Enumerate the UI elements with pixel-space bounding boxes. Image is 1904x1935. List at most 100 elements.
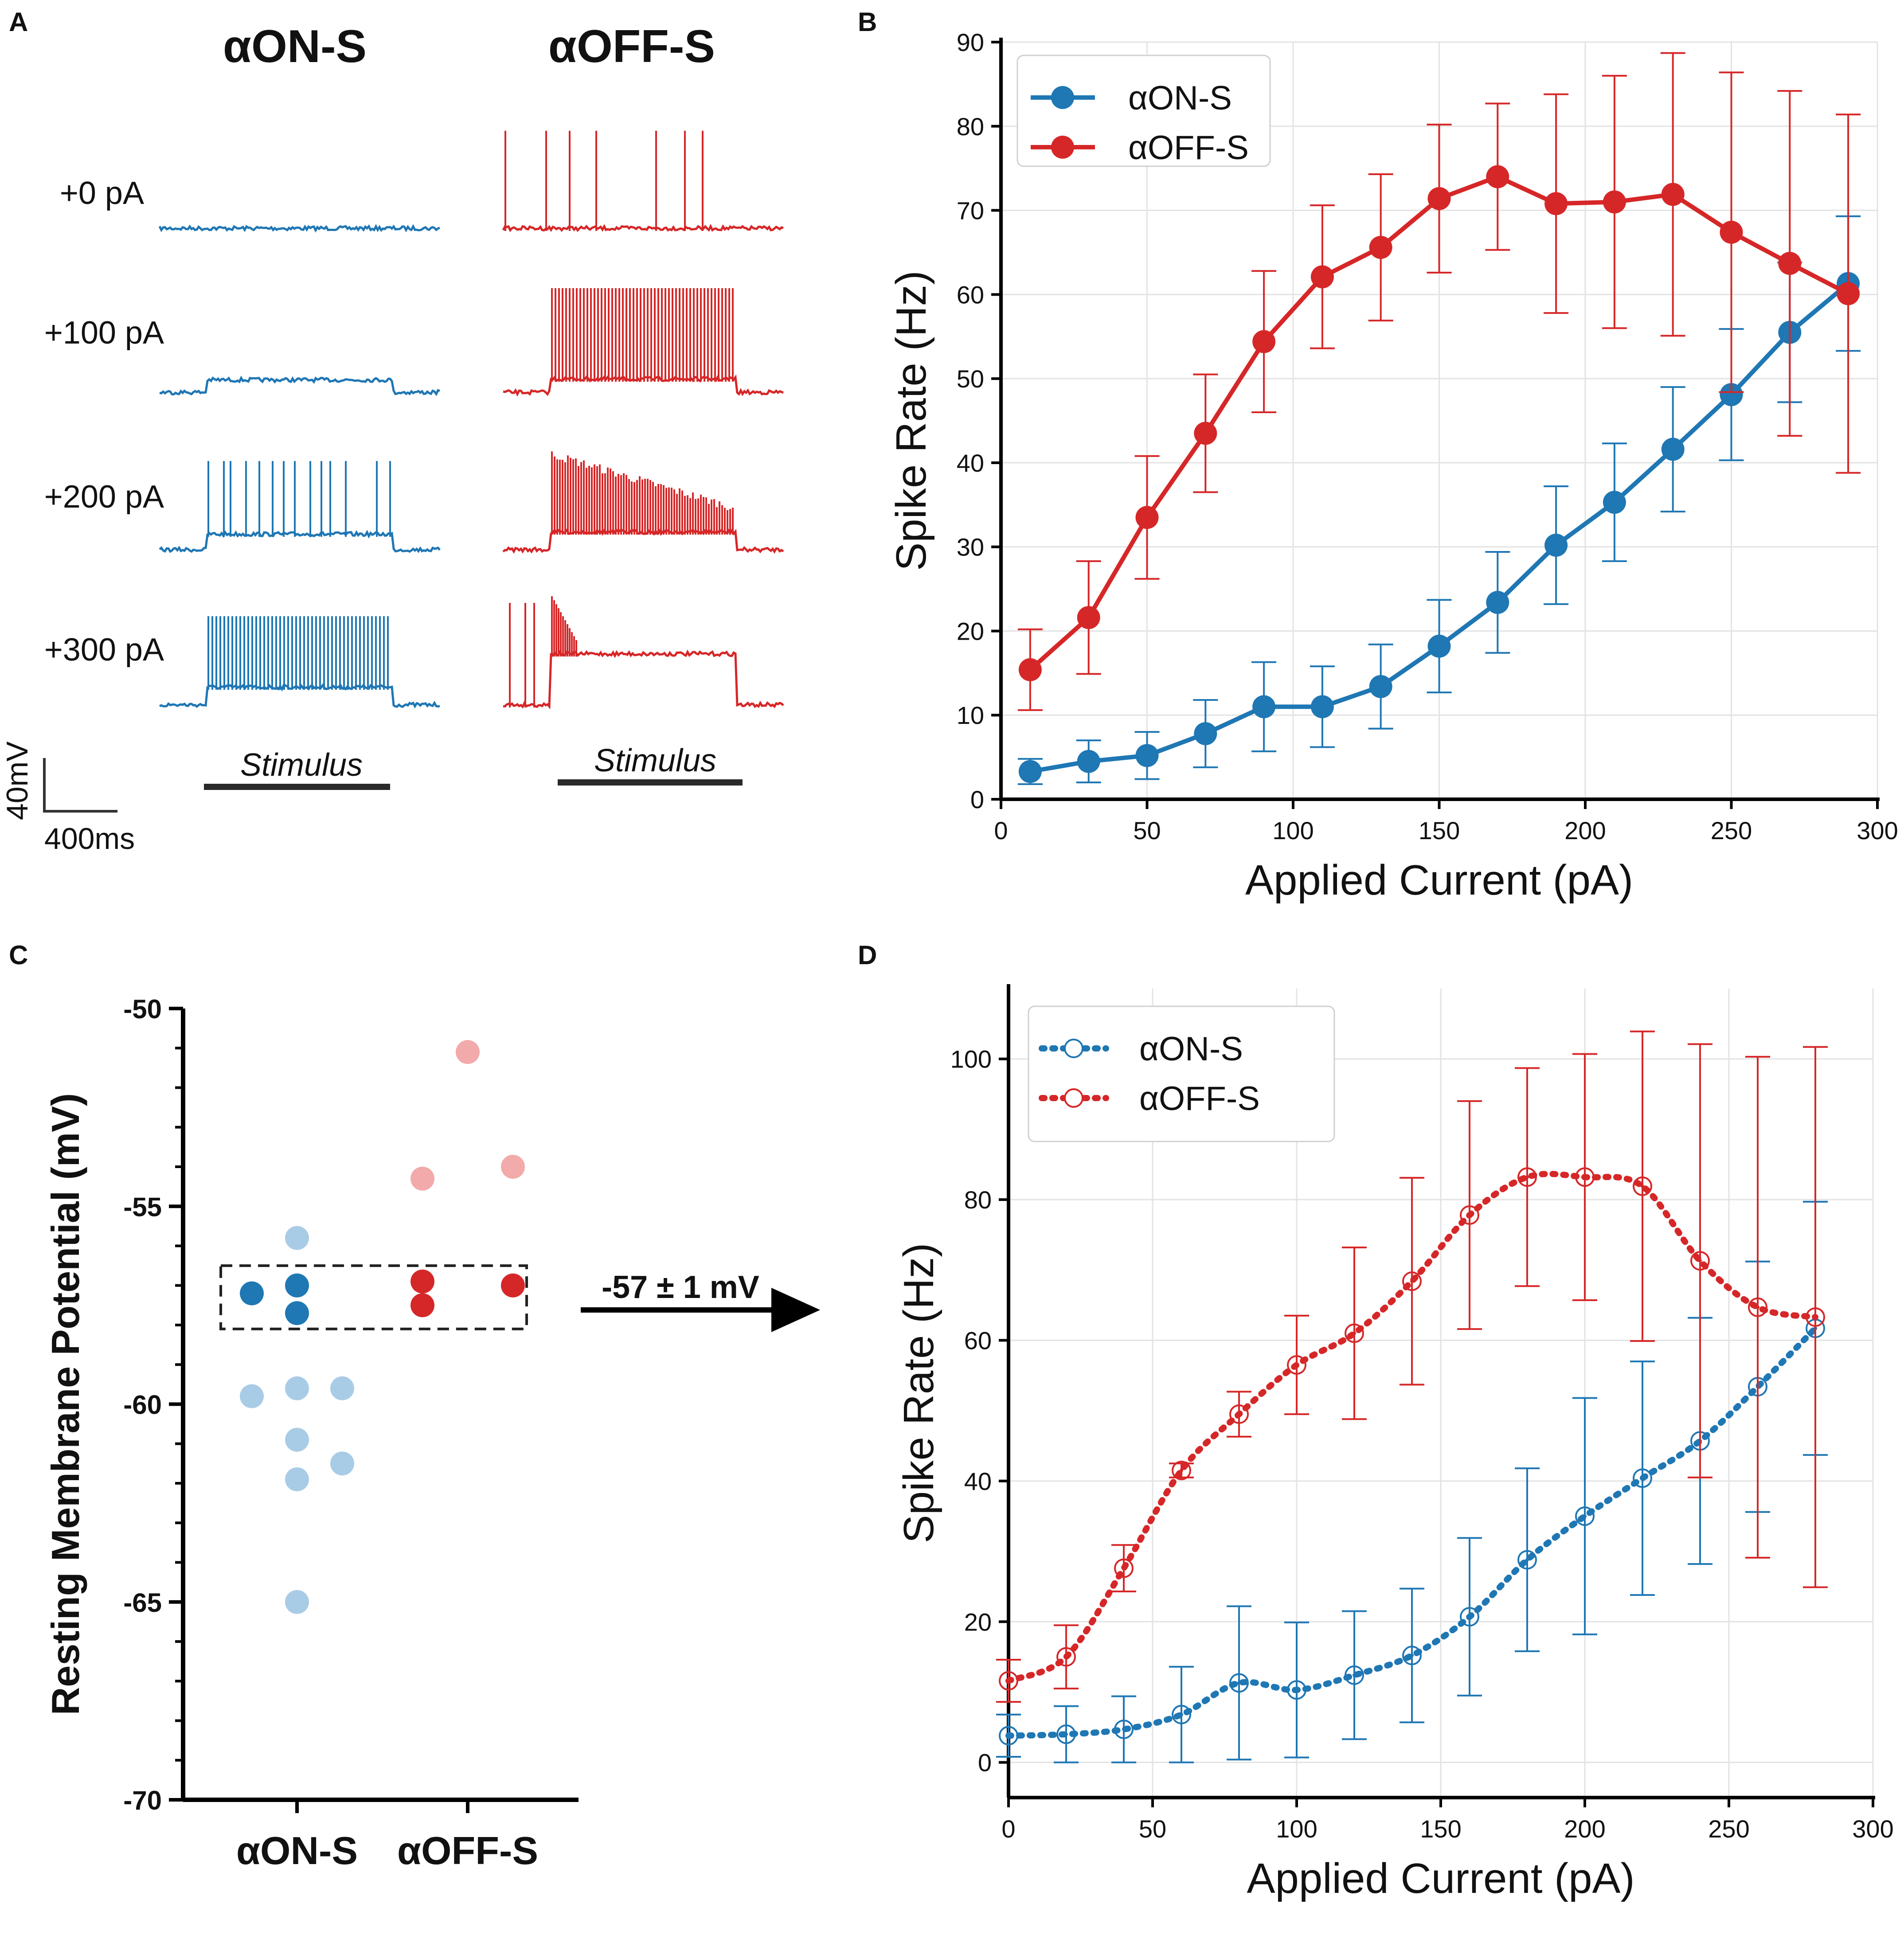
- x-tick-label: 0: [1001, 1815, 1015, 1843]
- y-tick-label: 80: [964, 1186, 992, 1214]
- y-tick-label: 40: [964, 1467, 992, 1495]
- x-axis-label: Applied Current (pA): [1245, 856, 1633, 904]
- data-point: [411, 1166, 434, 1191]
- x-tick-label: 200: [1564, 817, 1606, 844]
- data-point: [330, 1451, 354, 1476]
- scale-bar: [43, 758, 117, 813]
- data-point: [1229, 1404, 1249, 1424]
- data-point: [1486, 165, 1509, 188]
- data-point: [1517, 1550, 1537, 1570]
- data-point: [1517, 1167, 1537, 1187]
- y-tick-label: 100: [950, 1045, 992, 1073]
- data-point-center: [1468, 1615, 1471, 1619]
- data-point-center: [1641, 1476, 1644, 1480]
- data-point: [1661, 438, 1685, 461]
- panel-b-chart: 0 50 100 150 200 250 300 0 10 20 30 40 50 60 70 80 90 App…: [887, 28, 1898, 904]
- y-tick-label: 40: [957, 449, 984, 477]
- data-point: [1720, 220, 1743, 244]
- legend-label-off: αOFF-S: [1128, 129, 1249, 167]
- data-point: [1172, 1704, 1191, 1724]
- current-label-0: +0 pA: [60, 176, 144, 211]
- panel-a-traces: αON-S αOFF-S +0 pA +100 pA +200 pA +300 …: [0, 21, 784, 856]
- series-line: [1005, 1171, 1818, 1684]
- category-label: αON-S: [236, 1829, 358, 1872]
- data-point: [1748, 1297, 1767, 1317]
- y-tick-label: -65: [123, 1588, 162, 1618]
- data-point-center: [1353, 1331, 1356, 1335]
- data-point: [1077, 606, 1100, 629]
- data-point: [1661, 183, 1685, 206]
- data-point-center: [1525, 1175, 1529, 1179]
- data-point: [1056, 1647, 1076, 1667]
- data-point: [1114, 1558, 1134, 1578]
- y-tick-label: 10: [957, 701, 984, 729]
- y-tick-label: 0: [978, 1749, 992, 1777]
- legend-marker: [1051, 86, 1074, 109]
- data-point-center: [1641, 1184, 1644, 1188]
- data-point: [1345, 1665, 1364, 1685]
- data-point-center: [1064, 1655, 1068, 1659]
- data-point-center: [1007, 1679, 1010, 1683]
- data-point-center: [1007, 1734, 1010, 1738]
- series-off: [996, 1030, 1828, 1703]
- x-tick-label: 50: [1139, 1815, 1166, 1843]
- y-tick-label: 60: [964, 1326, 992, 1354]
- panel-d-chart: 0 50 100 150 200 250 300 0 20 40 60 80 100 Applied Cu…: [895, 984, 1894, 1902]
- data-point-center: [1237, 1681, 1241, 1685]
- x-tick-label: 100: [1272, 817, 1314, 844]
- y-axis-label: Resting Membrane Potential (mV): [43, 1093, 87, 1715]
- series-line: [1005, 1325, 1818, 1739]
- x-tick-label: 200: [1564, 1815, 1605, 1843]
- data-point: [1172, 1461, 1191, 1481]
- current-label-200: +200 pA: [44, 479, 164, 515]
- data-point-center: [1410, 1654, 1414, 1657]
- x-tick-label: 250: [1708, 1815, 1749, 1843]
- data-point: [1018, 760, 1042, 783]
- data-point: [1427, 634, 1451, 658]
- y-axis-label: Spike Rate (Hz): [887, 270, 935, 571]
- data-point-center: [1295, 1363, 1298, 1367]
- legend-label-on: αON-S: [1139, 1030, 1243, 1068]
- data-point: [285, 1226, 309, 1250]
- x-tick-label: 150: [1419, 817, 1460, 844]
- selection-band: [219, 1264, 528, 1330]
- data-point: [1287, 1680, 1306, 1700]
- data-point: [1427, 187, 1451, 210]
- data-point: [999, 1671, 1018, 1691]
- y-tick-label: -60: [123, 1390, 162, 1420]
- data-point: [1575, 1167, 1595, 1187]
- data-point-center: [1180, 1712, 1183, 1716]
- data-point: [1690, 1251, 1710, 1271]
- data-point: [1778, 252, 1802, 275]
- data-point: [1252, 695, 1276, 719]
- scale-voltage-label: 40mV: [0, 741, 34, 820]
- data-point: [285, 1590, 309, 1614]
- legend-label-off: αOFF-S: [1139, 1080, 1260, 1118]
- stimulus-label-on: Stimulus: [240, 747, 363, 783]
- y-tick-label: 30: [957, 533, 984, 561]
- mean-annotation: -57 ± 1 mV: [602, 1270, 759, 1305]
- current-label-100: +100 pA: [44, 315, 164, 351]
- data-point: [1603, 491, 1626, 514]
- legend-marker: [1051, 136, 1074, 159]
- data-point: [456, 1040, 480, 1064]
- legend-marker: [1064, 1088, 1083, 1108]
- data-point: [1077, 750, 1100, 773]
- data-point: [1310, 265, 1334, 289]
- data-point-center: [1353, 1673, 1356, 1677]
- data-point: [1369, 236, 1392, 259]
- legend: αON-S αOFF-S: [1017, 55, 1271, 167]
- panel-letter-c: C: [9, 940, 28, 970]
- data-point: [1310, 695, 1334, 719]
- data-point: [285, 1376, 309, 1400]
- data-point: [285, 1427, 309, 1452]
- x-tick-label: 300: [1857, 817, 1898, 844]
- current-label-300: +300 pA: [44, 632, 164, 668]
- x-axis-label: Applied Current (pA): [1247, 1855, 1634, 1902]
- data-point-center: [1295, 1688, 1298, 1692]
- column-title-off: αOFF-S: [548, 21, 715, 72]
- data-point: [1369, 675, 1392, 698]
- data-point: [1194, 422, 1217, 445]
- x-tick-label: 50: [1133, 817, 1161, 844]
